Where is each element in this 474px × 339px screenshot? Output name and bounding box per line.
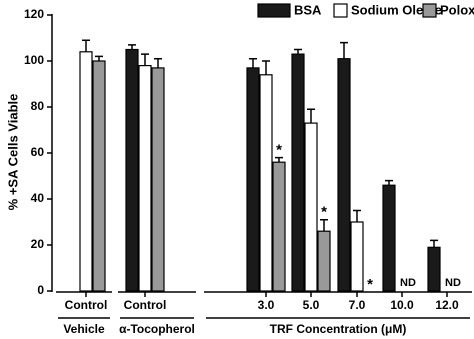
legend-label: Poloxamer bbox=[440, 2, 474, 17]
y-tick-label: 100 bbox=[24, 53, 44, 67]
error-bar bbox=[82, 39, 90, 52]
error-bar bbox=[128, 44, 136, 50]
y-tick-label: 0 bbox=[37, 283, 44, 297]
y-tick-label: 80 bbox=[31, 99, 45, 113]
bar bbox=[272, 161, 286, 292]
bar bbox=[382, 184, 396, 292]
legend-swatch bbox=[422, 3, 437, 18]
y-tick-label: 40 bbox=[31, 191, 45, 205]
annotation: * bbox=[321, 204, 327, 221]
error-bar bbox=[353, 209, 361, 222]
group-label: TRF Concentration (μM) bbox=[270, 322, 407, 336]
error-bar bbox=[154, 57, 162, 68]
y-axis-label: % +SA Cells Viable bbox=[5, 94, 20, 211]
x-tick-label: Control bbox=[124, 298, 167, 312]
legend-swatch bbox=[333, 3, 348, 18]
legend-label: Sodium Oleate bbox=[351, 2, 442, 17]
bar bbox=[427, 246, 441, 292]
bar bbox=[125, 48, 139, 292]
error-bar bbox=[340, 41, 348, 59]
error-bar bbox=[307, 108, 315, 124]
bar bbox=[317, 230, 331, 292]
bar bbox=[151, 67, 165, 292]
error-bar bbox=[430, 239, 438, 248]
error-bar bbox=[249, 57, 257, 68]
x-tick-label: 7.0 bbox=[349, 298, 366, 312]
annotation: * bbox=[367, 276, 373, 293]
error-bar bbox=[275, 156, 283, 163]
bar bbox=[138, 64, 152, 292]
error-bar bbox=[294, 48, 302, 55]
annotation: ND bbox=[400, 277, 416, 289]
legend-swatch bbox=[257, 3, 291, 18]
group-label: α-Tocopherol bbox=[119, 322, 195, 336]
x-tick-label: 3.0 bbox=[258, 298, 275, 312]
y-tick-label: 120 bbox=[24, 7, 44, 21]
group-label: Vehicle bbox=[63, 322, 105, 336]
y-tick-label: 60 bbox=[31, 145, 45, 159]
legend-label: BSA bbox=[294, 2, 322, 17]
bar bbox=[246, 67, 260, 292]
x-tick-label: Control bbox=[65, 298, 108, 312]
x-tick-label: 5.0 bbox=[303, 298, 320, 312]
error-bar bbox=[385, 179, 393, 186]
bar bbox=[337, 58, 351, 292]
annotation: ND bbox=[445, 277, 461, 289]
bar bbox=[304, 122, 318, 292]
error-bar bbox=[95, 55, 103, 61]
error-bar bbox=[320, 218, 328, 232]
annotation: * bbox=[276, 142, 282, 159]
y-tick-label: 20 bbox=[31, 237, 45, 251]
bar bbox=[259, 74, 273, 292]
bar bbox=[350, 221, 364, 292]
bar bbox=[79, 51, 93, 292]
x-tick-label: 12.0 bbox=[435, 298, 459, 312]
error-bar bbox=[141, 53, 149, 66]
bar bbox=[92, 60, 106, 292]
x-tick-label: 10.0 bbox=[390, 298, 414, 312]
error-bar bbox=[262, 60, 270, 75]
bar bbox=[291, 53, 305, 292]
